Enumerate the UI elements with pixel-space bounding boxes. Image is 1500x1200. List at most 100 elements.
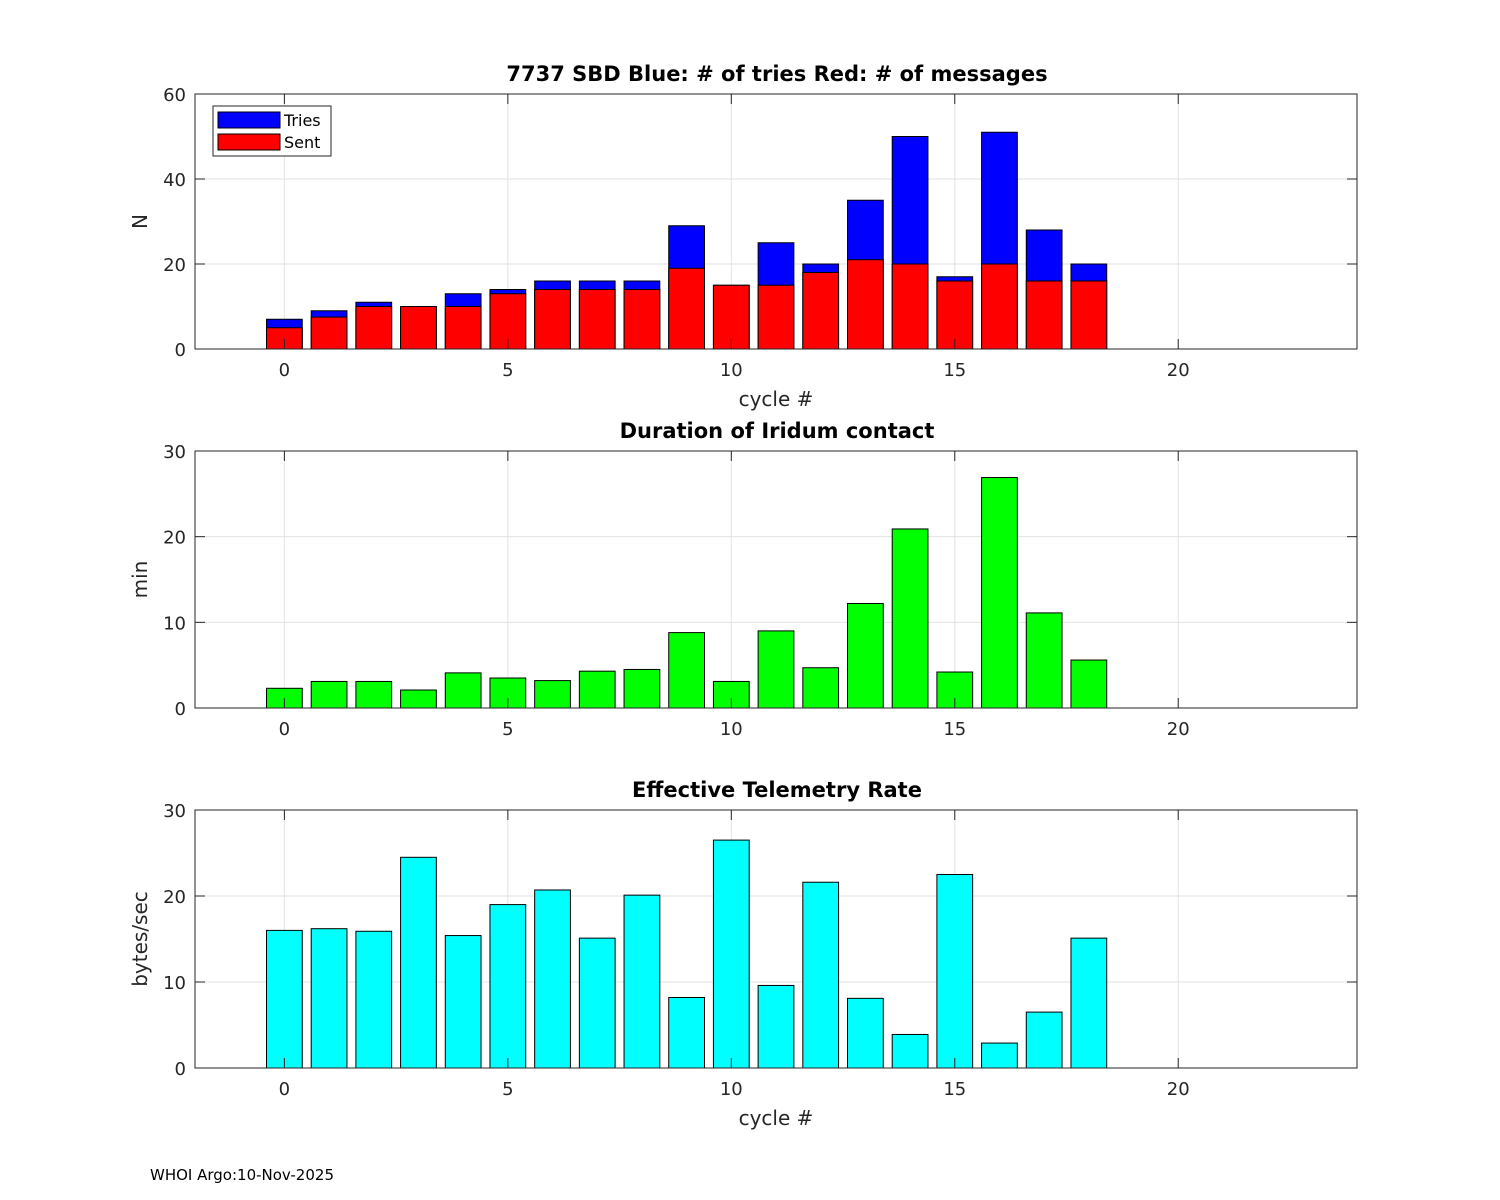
- bar-sent-cycle-18: [1070, 280, 1108, 350]
- y-axis-label: bytes/sec: [128, 891, 152, 987]
- chart-panel-2: 0 5 10 15 20 0 10 20 30 Duration of Iridum contac…: [128, 419, 1358, 740]
- bar-duration-cycle-1: [310, 680, 348, 709]
- bar-rate-cycle-17: [1025, 1011, 1063, 1069]
- bar-rate-cycle-8: [623, 894, 661, 1069]
- bar-rate-cycle-10: [712, 839, 750, 1069]
- legend-label-sent: Sent: [284, 133, 320, 152]
- x-tick-label: 5: [502, 1079, 513, 1100]
- x-tick-label: 15: [943, 1079, 966, 1100]
- footer-stamp: WHOI Argo:10-Nov-2025: [150, 1166, 334, 1184]
- legend-swatch-sent: [217, 133, 281, 151]
- bar-rate-cycle-9: [668, 996, 705, 1069]
- bar-sent-cycle-16: [981, 263, 1018, 350]
- y-tick-label: 20: [163, 528, 186, 549]
- bar-rate-cycle-12: [802, 881, 840, 1069]
- bar-duration-cycle-17: [1025, 612, 1063, 709]
- bar-rate-cycle-2: [355, 930, 393, 1069]
- bar-rate-cycle-5: [489, 904, 527, 1069]
- x-tick-label: 0: [279, 719, 290, 740]
- bar-sent-cycle-7: [578, 289, 616, 350]
- bar-duration-cycle-6: [534, 680, 571, 709]
- bar-rate-cycle-14: [891, 1033, 929, 1069]
- bar-duration-cycle-18: [1070, 659, 1108, 709]
- bar-rate-cycle-7: [578, 937, 616, 1069]
- chart-title: 7737 SBD Blue: # of tries Red: # of mess…: [506, 62, 1047, 86]
- y-tick-label: 10: [163, 973, 186, 994]
- bar-sent-cycle-4: [444, 306, 482, 350]
- y-tick-label: 30: [163, 801, 186, 822]
- bar-rate-cycle-16: [981, 1042, 1018, 1069]
- bar-duration-cycle-14: [891, 528, 929, 709]
- x-tick-label: 20: [1167, 1079, 1190, 1100]
- bar-sent-cycle-10: [712, 284, 750, 350]
- bar-duration-cycle-11: [757, 630, 795, 709]
- bar-sent-cycle-2: [355, 306, 393, 350]
- bar-rate-cycle-3: [400, 856, 437, 1069]
- bar-sent-cycle-12: [802, 272, 840, 350]
- chart-panel-3: 0 5 10 15 20 0 10 20 30 Effective Telemetry Rate c…: [128, 778, 1358, 1130]
- bar-rate-cycle-11: [757, 984, 795, 1069]
- y-tick-label: 20: [163, 255, 186, 276]
- bar-duration-cycle-3: [400, 689, 437, 709]
- y-tick-label: 0: [175, 699, 186, 720]
- x-axis-label: cycle #: [739, 1106, 814, 1130]
- bar-rate-cycle-18: [1070, 937, 1108, 1069]
- bar-rate-cycle-15: [936, 874, 974, 1069]
- y-tick-label: 40: [163, 170, 186, 191]
- y-tick-label: 0: [175, 340, 186, 361]
- bar-sent-cycle-1: [310, 316, 348, 350]
- bar-rate-cycle-0: [266, 929, 303, 1069]
- axes-box: [194, 809, 1358, 1069]
- chart-title: Duration of Iridum contact: [620, 419, 935, 443]
- x-tick-label: 10: [720, 719, 743, 740]
- bar-rate-cycle-6: [534, 889, 571, 1069]
- x-tick-label: 5: [502, 360, 513, 381]
- bar-sent-cycle-11: [757, 284, 795, 350]
- y-axis-label: min: [128, 561, 152, 599]
- bar-duration-cycle-2: [355, 680, 393, 709]
- chart-panel-1: 0 5 10 15 20 0 20 40 60 7737 SBD Blue: # of tries…: [128, 62, 1358, 411]
- x-tick-label: 10: [720, 360, 743, 381]
- bar-rate-cycle-13: [847, 997, 884, 1069]
- x-tick-label: 10: [720, 1079, 743, 1100]
- axes-box: [194, 93, 1358, 350]
- legend-swatch-tries: [217, 111, 281, 129]
- bar-duration-cycle-5: [489, 677, 527, 709]
- x-tick-label: 20: [1167, 360, 1190, 381]
- axes-box: [194, 450, 1358, 709]
- x-tick-label: 0: [279, 1079, 290, 1100]
- y-tick-label: 60: [163, 85, 186, 106]
- x-axis-label: cycle #: [739, 387, 814, 411]
- bar-duration-cycle-13: [847, 602, 884, 709]
- bar-rate-cycle-4: [444, 935, 482, 1069]
- x-tick-label: 20: [1167, 719, 1190, 740]
- x-tick-label: 15: [943, 719, 966, 740]
- y-tick-label: 20: [163, 887, 186, 908]
- x-tick-label: 15: [943, 360, 966, 381]
- legend: Tries Sent: [212, 105, 332, 157]
- chart-title: Effective Telemetry Rate: [632, 778, 922, 802]
- bar-sent-cycle-9: [668, 267, 705, 350]
- legend-label-tries: Tries: [283, 111, 321, 130]
- bar-rate-cycle-1: [310, 928, 348, 1069]
- bar-duration-cycle-12: [802, 667, 840, 709]
- y-axis-label: N: [128, 214, 152, 229]
- bar-sent-cycle-14: [891, 263, 929, 350]
- bar-sent-cycle-8: [623, 289, 661, 350]
- bar-sent-cycle-15: [936, 280, 974, 350]
- bar-duration-cycle-4: [444, 672, 482, 709]
- y-tick-label: 10: [163, 613, 186, 634]
- y-tick-label: 0: [175, 1059, 186, 1080]
- bar-duration-cycle-16: [981, 477, 1018, 709]
- bar-duration-cycle-8: [623, 668, 661, 709]
- x-tick-label: 5: [502, 719, 513, 740]
- bar-sent-cycle-17: [1025, 280, 1063, 350]
- bar-sent-cycle-3: [400, 306, 437, 350]
- bar-sent-cycle-6: [534, 289, 571, 350]
- bar-duration-cycle-7: [578, 670, 616, 709]
- bar-sent-cycle-13: [847, 259, 884, 350]
- y-tick-label: 30: [163, 442, 186, 463]
- x-tick-label: 0: [279, 360, 290, 381]
- bar-duration-cycle-9: [668, 632, 705, 709]
